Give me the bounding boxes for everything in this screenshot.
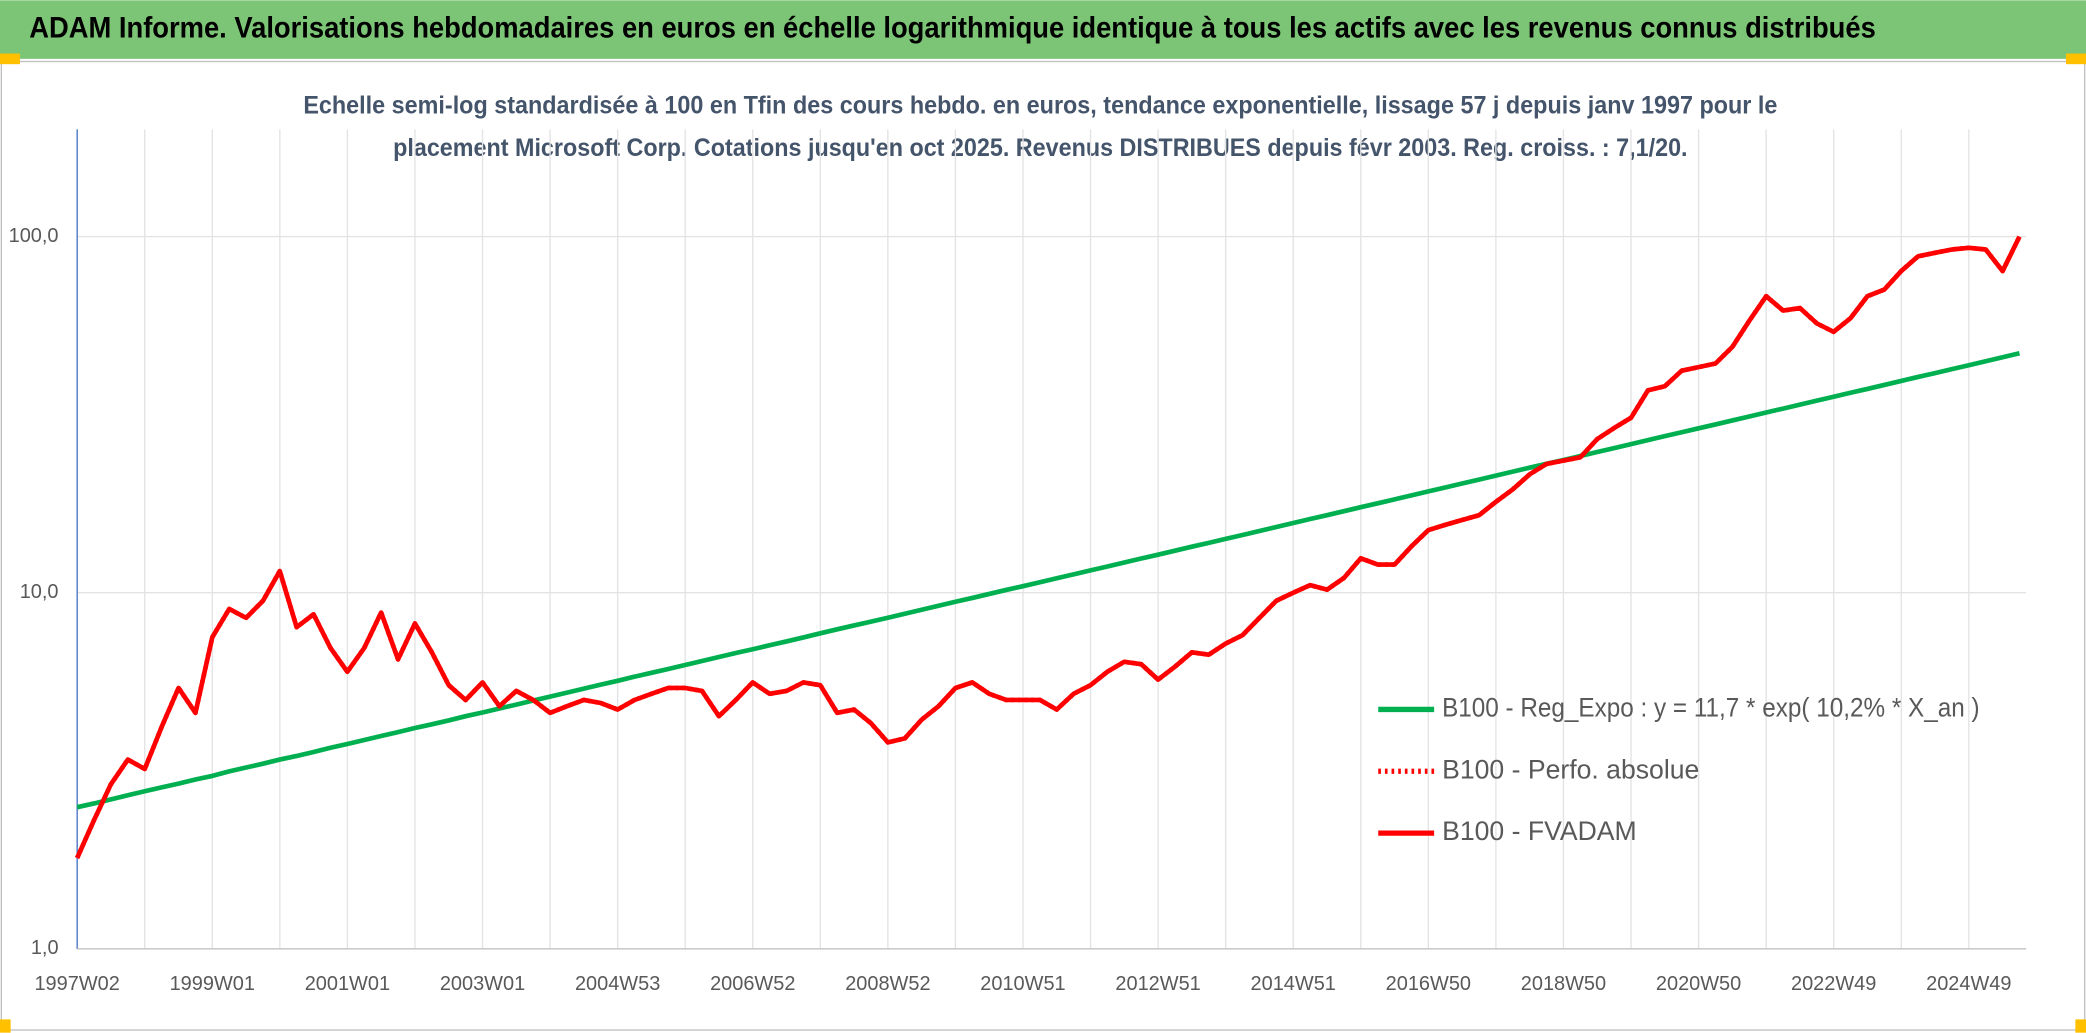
- legend-label: B100 - Perfo. absolue: [1442, 754, 1699, 784]
- x-tick-label: 2010W51: [980, 973, 1065, 995]
- corner: [0, 1019, 11, 1033]
- corner: [2066, 53, 2086, 65]
- legend-label: B100 - Reg_Expo : y = 11,7 * exp( 10,2% …: [1442, 692, 1979, 722]
- chart-frame: [0, 60, 2086, 1031]
- x-tick-label: 2024W49: [1926, 973, 2011, 995]
- y-tick-label: 1,0: [31, 937, 59, 959]
- header-banner: [0, 0, 2086, 59]
- page-title: ADAM Informe. Valorisations hebdomadaire…: [29, 12, 1876, 44]
- y-tick-label: 100,0: [9, 225, 59, 247]
- x-tick-label: 2008W52: [845, 973, 930, 995]
- corner: [2075, 1019, 2086, 1033]
- x-tick-label: 2020W50: [1656, 973, 1741, 995]
- corner: [0, 53, 20, 65]
- chart-title: Echelle semi-log standardisée à 100 en T…: [303, 91, 1777, 119]
- x-tick-label: 2004W53: [575, 973, 660, 995]
- x-tick-label: 2018W50: [1521, 973, 1606, 995]
- x-tick-label: 2003W01: [440, 973, 525, 995]
- series-line: [75, 235, 2022, 859]
- x-tick-label: 2014W51: [1251, 973, 1336, 995]
- chart-title: placement Microsoft Corp. Cotations jusq…: [393, 134, 1687, 162]
- series-line: [76, 350, 2021, 810]
- x-tick-label: 2001W01: [305, 973, 390, 995]
- x-tick-label: 2022W49: [1791, 973, 1876, 995]
- x-tick-label: 2016W50: [1386, 973, 1471, 995]
- x-tick-label: 2012W51: [1115, 973, 1200, 995]
- x-tick-label: 2006W52: [710, 973, 795, 995]
- legend-label: B100 - FVADAM: [1442, 816, 1637, 846]
- x-tick-label: 1997W02: [34, 973, 119, 995]
- y-tick-label: 10,0: [20, 581, 59, 603]
- x-tick-label: 1999W01: [170, 973, 255, 995]
